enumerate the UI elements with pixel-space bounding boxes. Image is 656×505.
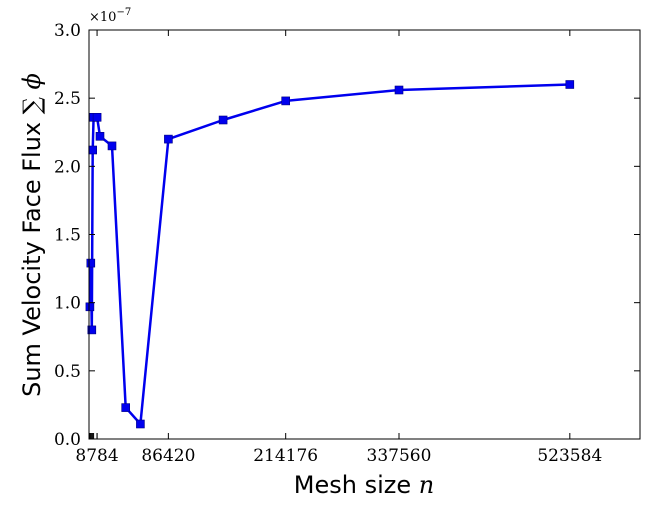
x-tick-label: 86420 <box>141 446 195 466</box>
data-point <box>281 96 291 106</box>
data-point <box>85 302 95 312</box>
y-tick-label: 1.5 <box>54 226 81 246</box>
data-point <box>394 85 404 95</box>
x-axis-label: Mesh size n <box>294 471 434 499</box>
data-point <box>88 145 97 155</box>
y-tick-label: 1.0 <box>54 294 81 314</box>
data-point <box>121 403 130 412</box>
y-scale-exponent: −7 <box>116 7 131 18</box>
y-tick-label: 2.0 <box>54 157 81 177</box>
axes: 0.0 0.5 1.0 1.5 2.0 2.5 3.0 8784 86420 214176 3375… <box>54 21 641 466</box>
data-point <box>95 132 105 141</box>
y-tick-label: 0.5 <box>54 362 81 382</box>
y-tick-label: 3.0 <box>54 21 81 41</box>
x-tick-label: 337560 <box>367 446 432 466</box>
x-axis-label-var: n <box>419 471 434 499</box>
x-tick-label: 214176 <box>253 446 318 466</box>
x-axis-label-text: Mesh size <box>294 471 419 499</box>
x-tick-label: 8784 <box>75 446 118 466</box>
y-axis-label-text: Sum Velocity Face Flux <box>18 114 46 397</box>
data-point <box>87 325 97 335</box>
y-axis-label: Sum Velocity Face Flux ∑ ϕ <box>18 73 46 397</box>
y-scale-label: ×10−7 <box>89 7 131 25</box>
data-point <box>218 115 228 125</box>
data-point <box>86 258 96 268</box>
data-point <box>565 80 575 89</box>
data-point <box>136 419 145 429</box>
y-scale-base: ×10 <box>89 10 116 25</box>
data-point <box>107 141 117 151</box>
x-tick-label: 523584 <box>537 446 602 466</box>
plot-area <box>85 80 575 429</box>
y-axis-label-symbol: ∑ ϕ <box>18 73 46 114</box>
y-tick-label: 2.5 <box>54 89 81 109</box>
y-tick-label: 0.0 <box>54 430 81 450</box>
data-point <box>164 134 173 144</box>
data-point <box>92 113 102 122</box>
